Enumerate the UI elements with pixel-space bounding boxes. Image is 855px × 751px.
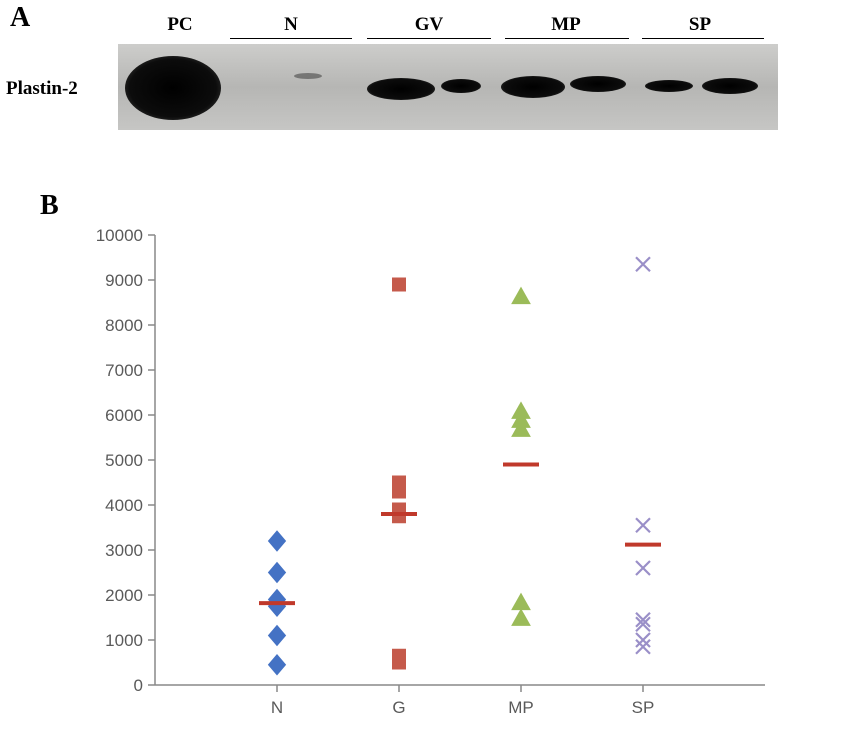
lane-label-n: N	[271, 14, 311, 36]
lane-label-gv: GV	[404, 14, 454, 36]
svg-text:0: 0	[134, 676, 143, 695]
lane-label-pc: PC	[150, 14, 210, 36]
lane-label-sp: SP	[680, 14, 720, 36]
protein-label: Plastin-2	[6, 78, 78, 100]
svg-text:1000: 1000	[105, 631, 143, 650]
svg-text:5000: 5000	[105, 451, 143, 470]
svg-text:8000: 8000	[105, 316, 143, 335]
western-blot	[118, 44, 778, 130]
panel-a-label: A	[10, 2, 30, 34]
lane-label-mp: MP	[541, 14, 591, 36]
svg-text:3000: 3000	[105, 541, 143, 560]
svg-text:6000: 6000	[105, 406, 143, 425]
lane-underline-gv	[367, 38, 491, 39]
svg-text:G: G	[392, 698, 405, 717]
svg-text:10000: 10000	[96, 226, 143, 245]
svg-text:7000: 7000	[105, 361, 143, 380]
svg-text:4000: 4000	[105, 496, 143, 515]
scatter-plot: 0 1000 2000 3000 4000 5000 6000 7000 8000 9000 100…	[65, 225, 785, 740]
svg-text:9000: 9000	[105, 271, 143, 290]
panel-b-label: B	[40, 190, 59, 222]
lane-underline-sp	[642, 38, 764, 39]
svg-text:MP: MP	[508, 698, 534, 717]
svg-text:SP: SP	[632, 698, 655, 717]
svg-text:N: N	[271, 698, 283, 717]
lane-underline-mp	[505, 38, 629, 39]
lane-underline-n	[230, 38, 352, 39]
svg-text:2000: 2000	[105, 586, 143, 605]
